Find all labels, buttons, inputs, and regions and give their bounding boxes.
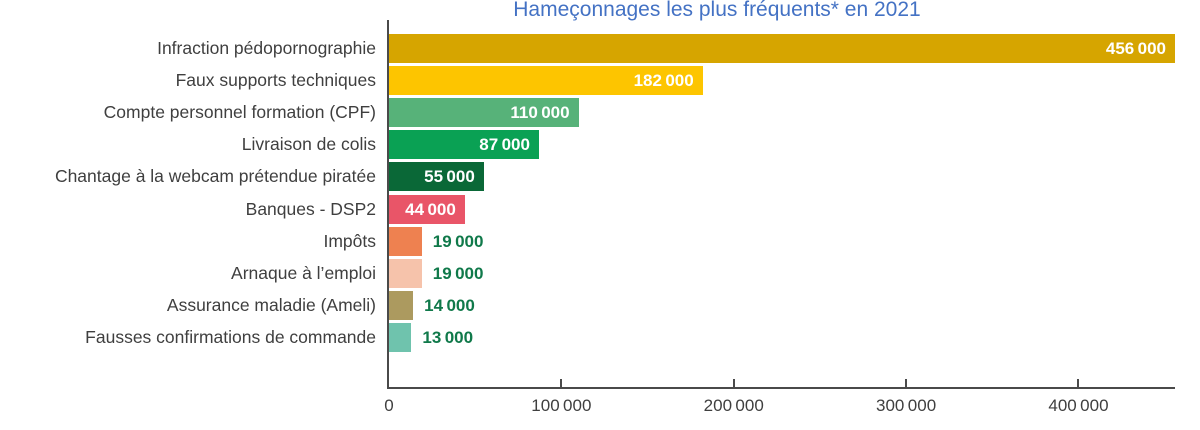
bar: 44 000 bbox=[389, 194, 465, 224]
x-axis-tick-label: 400 000 bbox=[1048, 396, 1109, 415]
category-label: Fausses confirmations de commande bbox=[85, 326, 376, 347]
bar-value-label: 110 000 bbox=[510, 103, 570, 123]
bar bbox=[389, 258, 422, 288]
category-axis: Infraction pédopornographie Faux supports… bbox=[0, 20, 376, 389]
bar-value-label: 19 000 bbox=[432, 231, 484, 251]
x-axis-tick-label: 300 000 bbox=[876, 396, 937, 415]
x-axis-tick-label: 100 000 bbox=[531, 396, 592, 415]
x-axis-tick bbox=[1077, 379, 1080, 387]
category-label: Faux supports techniques bbox=[175, 70, 376, 91]
bar bbox=[389, 226, 422, 256]
bar-value-label: 55 000 bbox=[424, 167, 475, 187]
bar bbox=[389, 290, 414, 320]
bar-value-label: 87 000 bbox=[479, 135, 530, 155]
plot-area: 456 000 182 000 110 000 87 000 55 000 44 000 1… bbox=[387, 20, 1175, 389]
bar-value-label: 13 000 bbox=[422, 327, 474, 347]
bar: 55 000 bbox=[389, 162, 484, 192]
bar-value-label: 44 000 bbox=[405, 199, 456, 219]
bar: 456 000 bbox=[389, 34, 1175, 63]
x-axis-tick bbox=[905, 379, 908, 387]
category-label: Arnaque à l’emploi bbox=[231, 262, 376, 283]
chart-title: Hameçonnages les plus fréquents* en 2021 bbox=[513, 0, 921, 21]
x-axis-tick-label: 0 bbox=[384, 396, 394, 415]
bar bbox=[389, 322, 412, 352]
x-axis-tick bbox=[560, 379, 563, 387]
category-label: Assurance maladie (Ameli) bbox=[166, 294, 376, 315]
x-axis-tick bbox=[732, 379, 735, 387]
bar-value-label: 182 000 bbox=[633, 71, 694, 91]
category-label: Banques - DSP2 bbox=[245, 198, 376, 219]
category-label: Infraction pédopornographie bbox=[157, 38, 376, 58]
bar-value-label: 19 000 bbox=[432, 263, 484, 283]
category-label: Impôts bbox=[323, 230, 376, 251]
category-label: Livraison de colis bbox=[241, 134, 376, 155]
bar-value-label: 456 000 bbox=[1105, 39, 1166, 58]
category-label: Chantage à la webcam prétendue piratée bbox=[54, 166, 376, 187]
bar: 87 000 bbox=[389, 130, 539, 160]
bar: 110 000 bbox=[389, 98, 579, 128]
bar: 182 000 bbox=[389, 66, 703, 96]
bar-value-label: 14 000 bbox=[424, 295, 475, 315]
category-label: Compte personnel formation (CPF) bbox=[103, 102, 376, 123]
x-axis-tick-label: 200 000 bbox=[703, 396, 764, 415]
